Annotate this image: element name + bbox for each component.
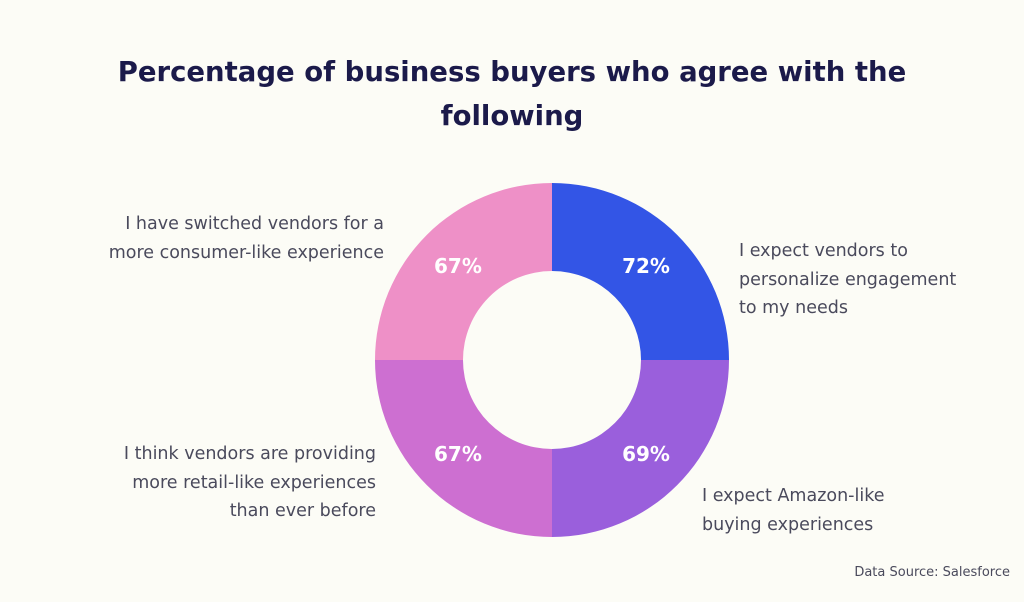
category-label-personalize: I expect vendors to personalize engageme… <box>739 237 956 323</box>
chart-title-line-2: following <box>440 100 584 132</box>
donut-slice-switched <box>375 183 552 360</box>
category-label-line: I expect vendors to <box>739 241 908 261</box>
category-label-line: to my needs <box>739 298 848 318</box>
slice-value-label-personalize: 72% <box>622 254 670 278</box>
category-label-line: more consumer-like experience <box>108 242 384 263</box>
category-label-amazon: I expect Amazon-like buying experiences <box>702 482 885 539</box>
donut-slice-amazon <box>552 360 729 537</box>
category-label-line: than ever before <box>229 501 376 521</box>
donut-slice-personalize <box>552 183 729 360</box>
slice-value-label-retail: 67% <box>434 442 482 466</box>
category-label-line: buying experiences <box>702 514 874 535</box>
category-label-switched: I have switched vendors for a more consu… <box>60 210 384 267</box>
donut-slice-retail <box>375 360 552 537</box>
category-label-line: personalize engagement <box>739 269 957 290</box>
slice-value-label-amazon: 69% <box>622 442 670 466</box>
category-label-line: I think vendors are providing <box>123 444 376 464</box>
chart-title-line-1: Percentage of business buyers who agree … <box>117 56 907 88</box>
category-label-line: I expect Amazon-like <box>702 486 885 506</box>
data-source-note: Data Source: Salesforce <box>854 565 1010 580</box>
slice-value-label-switched: 67% <box>434 254 482 278</box>
category-label-line: more retail-like experiences <box>132 472 376 493</box>
category-label-retail: I think vendors are providing more retai… <box>60 440 376 526</box>
chart-title: Percentage of business buyers who agree … <box>112 50 912 138</box>
category-label-line: I have switched vendors for a <box>125 214 384 234</box>
